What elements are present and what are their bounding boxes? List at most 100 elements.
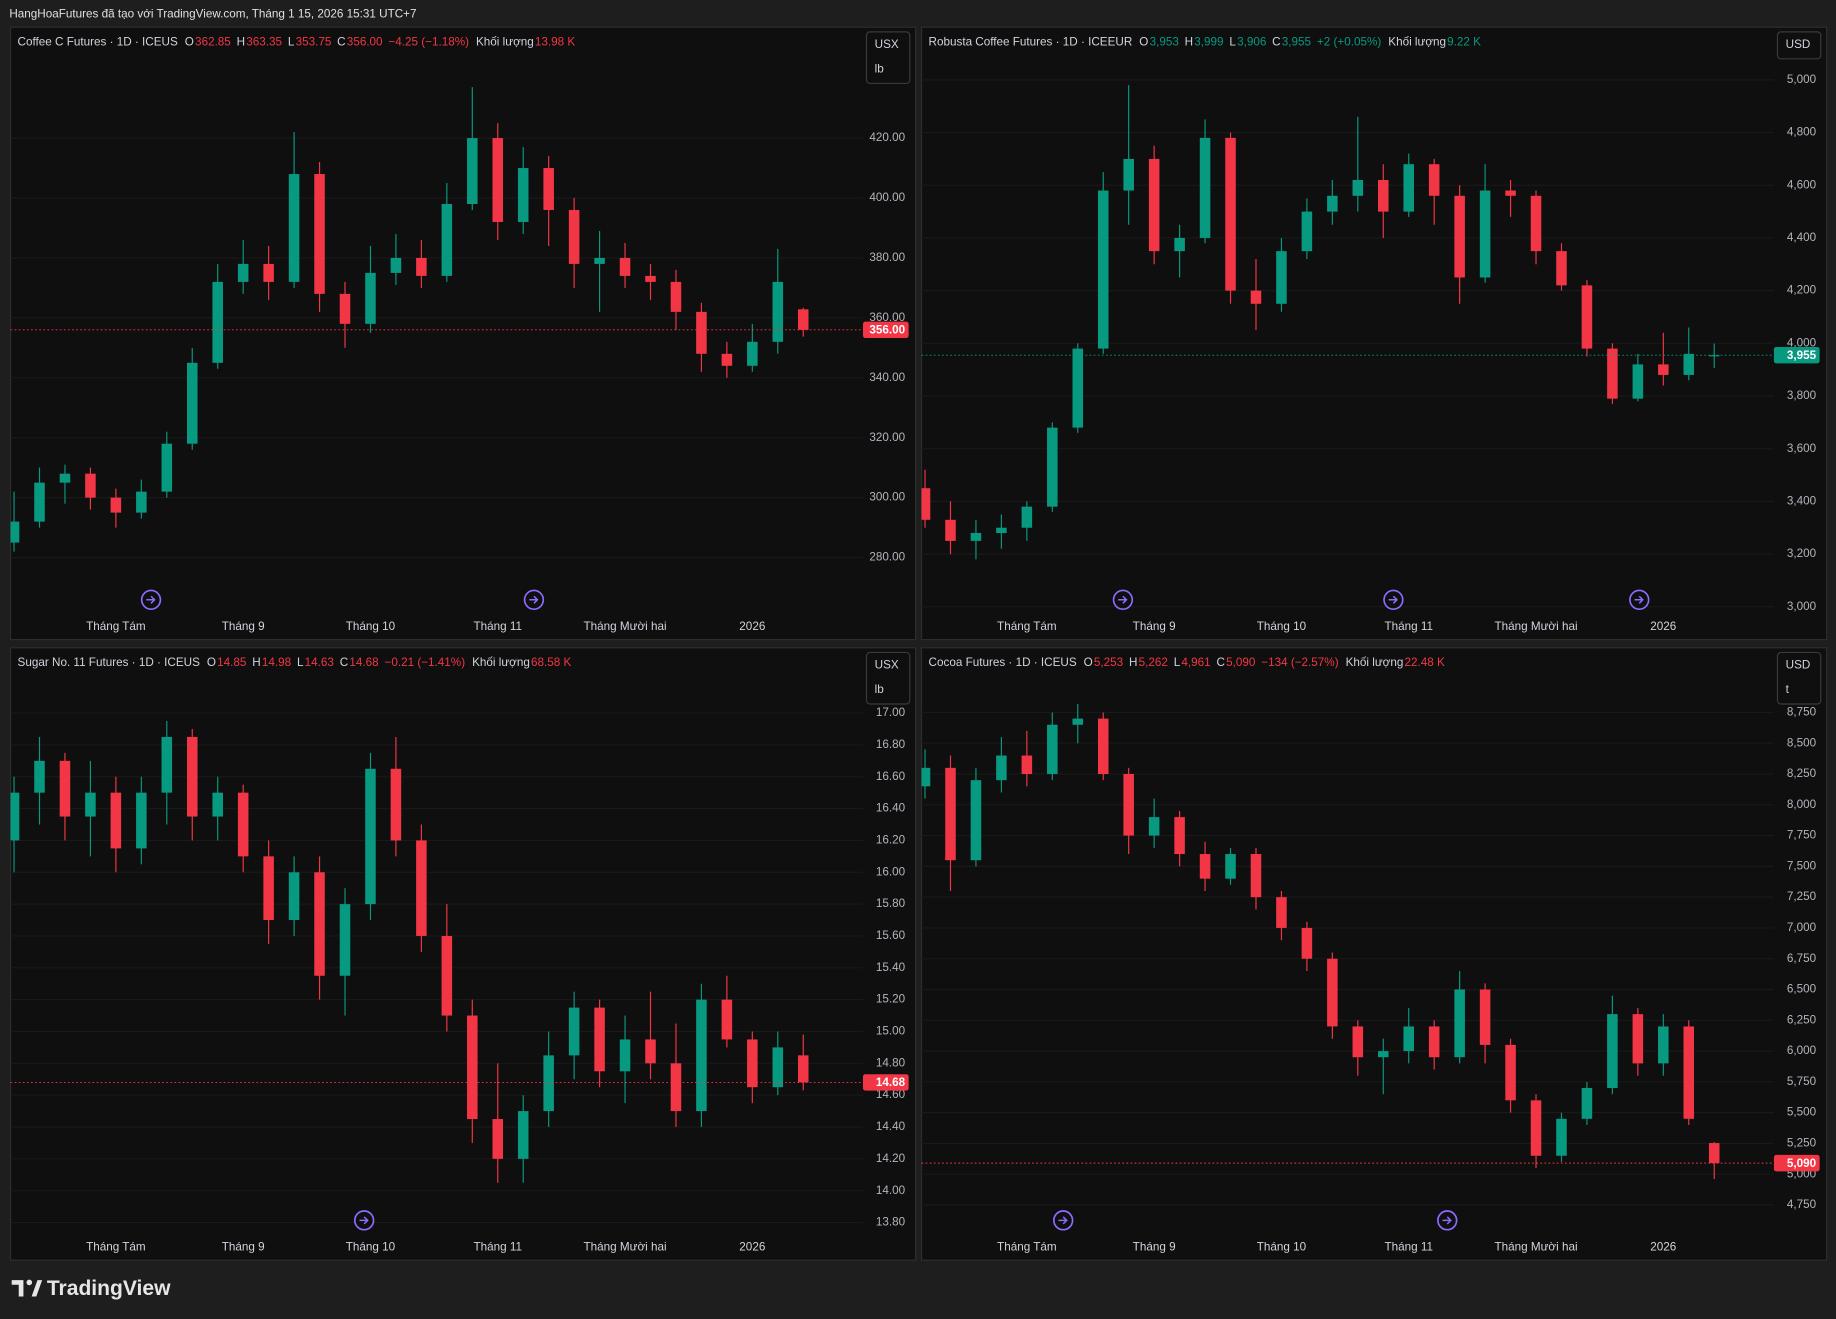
event-arrow xyxy=(146,595,156,604)
candle-body xyxy=(1530,1100,1542,1156)
candle-body xyxy=(543,168,554,210)
candle-body xyxy=(645,1039,656,1064)
candle-body xyxy=(1148,158,1160,252)
event-arrow xyxy=(529,595,539,604)
candle-body xyxy=(1072,348,1084,428)
legend-key: H xyxy=(252,656,260,669)
candle-body xyxy=(594,1007,605,1072)
currency-box xyxy=(865,651,911,705)
candle-body xyxy=(110,792,122,849)
y-tick-label: 14.80 xyxy=(876,1056,906,1069)
candle-body xyxy=(441,203,453,276)
y-tick-label: 3,800 xyxy=(1787,389,1817,402)
last-price-box xyxy=(1773,1154,1820,1172)
event-icon xyxy=(353,1210,375,1231)
legend-value: 362.85 xyxy=(195,36,231,49)
currency-box xyxy=(1776,651,1822,705)
candle-body xyxy=(441,935,453,1016)
candle-body xyxy=(237,263,249,282)
x-tick-label: Tháng 11 xyxy=(473,1240,522,1253)
brand-logo: TradingView xyxy=(11,1277,171,1300)
candle-body xyxy=(1276,251,1287,304)
candle-body xyxy=(212,792,223,817)
candle-body xyxy=(416,257,427,276)
candle-body xyxy=(568,1007,580,1056)
plot xyxy=(10,721,863,1183)
candle-body xyxy=(1352,179,1364,196)
panel-background xyxy=(9,26,917,641)
y-tick-label: 5,250 xyxy=(1787,1137,1817,1150)
candle-body xyxy=(288,174,300,282)
candle-body xyxy=(1607,1014,1618,1089)
candle-body xyxy=(85,473,96,498)
legend-change: +2 (+0.05%) xyxy=(1317,36,1381,49)
y-tick-label: 340.00 xyxy=(869,371,905,384)
candle-body xyxy=(1556,1118,1567,1156)
candle-body xyxy=(1505,1044,1516,1101)
y-tick-label: 15.20 xyxy=(876,993,906,1006)
legend-title: Robusta Coffee Futures · 1D · ICEEUR xyxy=(929,36,1133,49)
y-tick-label: 15.00 xyxy=(876,1025,906,1038)
y-tick-label: 15.80 xyxy=(876,897,906,910)
x-tick-label: Tháng 9 xyxy=(1133,620,1176,633)
candle-body xyxy=(1174,817,1185,855)
y-tick-label: 300.00 xyxy=(869,491,905,504)
candle-body xyxy=(1301,211,1313,252)
y-tick-label: 8,000 xyxy=(1787,798,1817,811)
panel-background xyxy=(920,647,1828,1261)
event-icon xyxy=(1383,589,1404,610)
candle-body xyxy=(365,768,376,905)
candle-body xyxy=(1276,897,1287,928)
candle-body xyxy=(1683,1026,1695,1119)
plot xyxy=(921,85,1774,560)
y-tick-label: 6,000 xyxy=(1787,1044,1817,1057)
candle-body xyxy=(797,1055,809,1083)
candle-body xyxy=(1708,355,1720,357)
candle-body xyxy=(212,281,223,363)
y-tick-label: 8,500 xyxy=(1787,736,1817,749)
event-icon xyxy=(1053,1210,1074,1231)
candle-body xyxy=(314,872,325,976)
currency-unit: USD xyxy=(1786,658,1811,671)
y-tick-label: 400.00 xyxy=(869,191,905,204)
x-tick-label: Tháng Tám xyxy=(997,620,1057,633)
x-tick-label: 2026 xyxy=(739,1240,765,1253)
candle-body xyxy=(1021,506,1033,528)
legend-value: 5,253 xyxy=(1094,656,1123,669)
candle-body xyxy=(921,488,931,520)
x-tick-label: Tháng Tám xyxy=(86,620,146,633)
candle-body xyxy=(1072,718,1084,725)
y-tick-label: 16.80 xyxy=(876,738,906,751)
currency-unit: t xyxy=(1786,683,1790,696)
legend: Cocoa Futures · 1D · ICEUS O5,253 H5,262 L4… xyxy=(929,656,1445,669)
y-tick-label: 4,800 xyxy=(1787,126,1817,139)
candle-body xyxy=(945,767,956,861)
legend-value: 14.98 xyxy=(262,656,291,669)
y-tick-label: 15.60 xyxy=(876,929,906,942)
last-price-label: 14.68 xyxy=(876,1076,906,1089)
legend-key: H xyxy=(237,36,245,49)
candle-body xyxy=(594,257,605,264)
x-tick-label: Tháng Mười hai xyxy=(584,1240,667,1253)
last-price-box xyxy=(862,1074,909,1091)
legend-change: −134 (−2.57%) xyxy=(1261,656,1338,669)
x-tick-label: Tháng 9 xyxy=(1133,1240,1176,1253)
y-tick-label: 7,750 xyxy=(1787,829,1817,842)
legend: Robusta Coffee Futures · 1D · ICEEUR O3,9… xyxy=(929,36,1482,49)
candle-body xyxy=(1174,237,1185,252)
candle-body xyxy=(1123,774,1134,836)
candle-body xyxy=(263,856,274,921)
y-tick-label: 4,750 xyxy=(1787,1198,1817,1211)
legend-key: L xyxy=(1229,36,1236,49)
candle-body xyxy=(1428,164,1440,196)
y-tick-label: 6,500 xyxy=(1787,983,1817,996)
currency-unit: USD xyxy=(1786,38,1811,51)
candle-body xyxy=(492,1119,504,1159)
candle-body xyxy=(1250,290,1262,304)
event-arrow xyxy=(1058,1216,1068,1225)
y-tick-label: 7,500 xyxy=(1787,859,1817,872)
y-tick-label: 5,000 xyxy=(1787,73,1817,86)
legend-title: Cocoa Futures · 1D · ICEUS xyxy=(929,656,1077,669)
candle-body xyxy=(1378,1051,1389,1058)
